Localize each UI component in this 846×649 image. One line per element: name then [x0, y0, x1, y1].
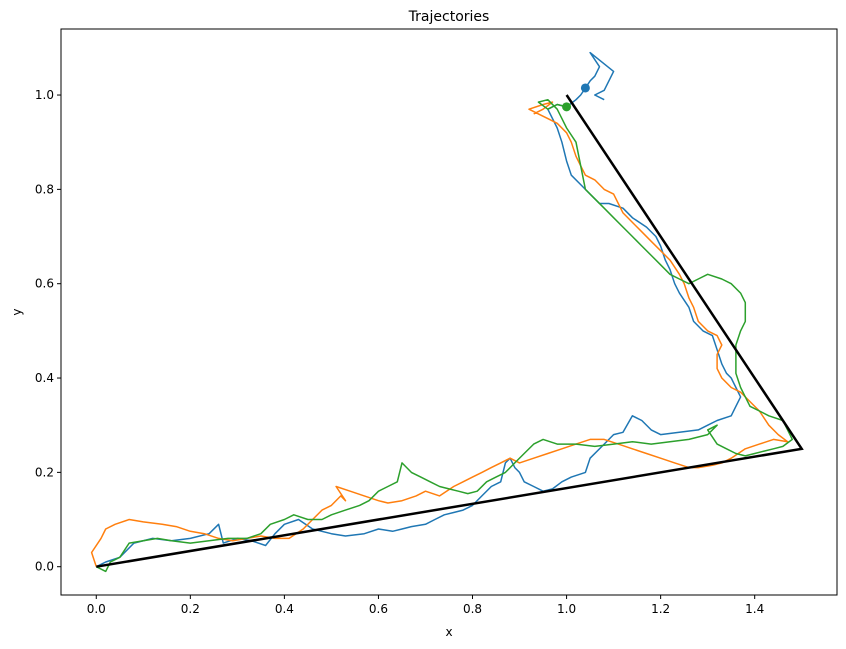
x-tick-label: 1.2: [651, 602, 670, 616]
plot-frame: [60, 28, 838, 596]
y-tick-label: 0.0: [35, 560, 54, 574]
axis-ticks: 0.0 0.2 0.4 0.6 0.8 1.0 1.2 1.4 0.0 0.2 0.4 0.6 0.8 1…: [35, 88, 764, 616]
y-tick-label: 0.6: [35, 277, 54, 291]
y-tick-label: 0.8: [35, 182, 54, 196]
x-tick-label: 0.8: [463, 602, 482, 616]
x-tick-label: 0.2: [181, 602, 200, 616]
y-tick-label: 0.2: [35, 465, 54, 479]
y-tick-label: 0.4: [35, 371, 54, 385]
trajectory-series-3: [95, 98, 794, 573]
trajectory-series-1: [95, 51, 742, 568]
x-axis-label: x: [445, 625, 452, 639]
end-marker-series-1: [580, 83, 590, 93]
y-tick-label: 1.0: [35, 88, 54, 102]
plot-area: [90, 51, 804, 573]
x-tick-label: 0.6: [369, 602, 388, 616]
x-tick-label: 0.0: [87, 602, 106, 616]
x-tick-label: 1.0: [557, 602, 576, 616]
x-tick-label: 0.4: [275, 602, 294, 616]
x-tick-label: 1.4: [745, 602, 764, 616]
chart-title: Trajectories: [408, 9, 490, 25]
end-marker-series-3: [562, 102, 572, 112]
y-axis-label: y: [10, 308, 24, 315]
reference-path: [96, 94, 804, 568]
